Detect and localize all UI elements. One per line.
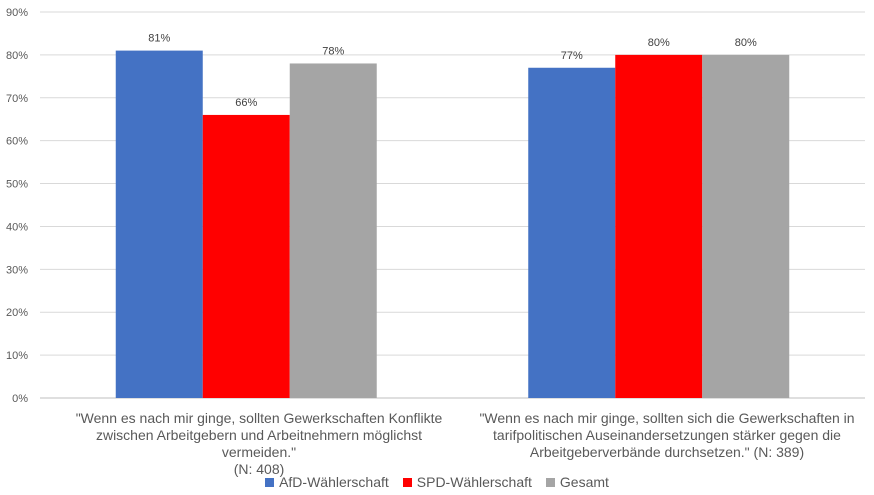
data-label-afd-w-hlerschaft-1: 81%	[148, 33, 170, 45]
y-tick-label: 40%	[6, 221, 28, 233]
legend-swatch-afd	[265, 477, 275, 487]
bars	[115, 50, 790, 399]
bar-chart: 0%10%20%30%40%50%60%70%80%90% 81%77%66%8…	[6, 7, 865, 405]
category-1-line-2: zwischen Arbeitgebern und Arbeitnehmern …	[95, 427, 423, 460]
y-tick-label: 90%	[6, 7, 28, 19]
y-tick-label: 0%	[12, 393, 28, 405]
data-label-afd-w-hlerschaft-2: 77%	[561, 50, 583, 62]
y-tick-label: 10%	[6, 350, 28, 362]
y-tick-label: 30%	[6, 264, 28, 276]
legend-item-gesamt: Gesamt	[545, 474, 609, 490]
category-1-line-1: "Wenn es nach mir ginge, sollten Gewerks…	[75, 410, 443, 426]
data-label-spd-w-hlerschaft-1: 66%	[235, 97, 257, 109]
category-2-line-1: "Wenn es nach mir ginge, sollten sich di…	[479, 410, 855, 426]
legend-label-spd: SPD-Wählerschaft	[416, 474, 532, 490]
bar-spd-w-hlerschaft-1	[202, 114, 290, 398]
category-label-2: "Wenn es nach mir ginge, sollten sich di…	[467, 410, 867, 461]
legend-swatch-spd	[402, 477, 412, 487]
data-label-spd-w-hlerschaft-2: 80%	[648, 37, 670, 49]
legend-item-afd: AfD-Wählerschaft	[265, 474, 389, 490]
legend-label-afd: AfD-Wählerschaft	[279, 474, 389, 490]
bar-gesamt-1	[289, 63, 377, 398]
data-label-gesamt-2: 80%	[735, 37, 757, 49]
category-2-line-2: tarifpolitischen Auseinandersetzungen st…	[493, 427, 841, 443]
bar-spd-w-hlerschaft-2	[615, 54, 703, 399]
legend-swatch-gesamt	[545, 477, 555, 487]
category-2-line-3: Arbeitgeberverbände durchsetzen." (N: 38…	[529, 444, 805, 460]
legend: AfD-Wählerschaft SPD-Wählerschaft Gesamt	[0, 474, 874, 490]
category-1-line-3: (N: 408)	[233, 461, 285, 477]
y-axis: 0% 10% 20% 30% 40% 50% 60% 70% 80% 90%	[6, 7, 28, 405]
bar-afd-w-hlerschaft-1	[115, 50, 203, 398]
legend-label-gesamt: Gesamt	[559, 474, 609, 490]
data-labels: 81% 77% 66% 80% 78% 80%	[148, 33, 757, 109]
bar-afd-w-hlerschaft-2	[528, 67, 616, 398]
data-label-gesamt-1: 78%	[322, 45, 344, 57]
y-tick-label: 60%	[6, 136, 28, 148]
y-tick-label: 50%	[6, 179, 28, 191]
bar-gesamt-2	[702, 54, 790, 399]
legend-item-spd: SPD-Wählerschaft	[402, 474, 532, 490]
category-label-1: "Wenn es nach mir ginge, sollten Gewerks…	[59, 410, 459, 478]
y-tick-label: 80%	[6, 50, 28, 62]
y-tick-label: 20%	[6, 307, 28, 319]
y-tick-label: 70%	[6, 93, 28, 105]
